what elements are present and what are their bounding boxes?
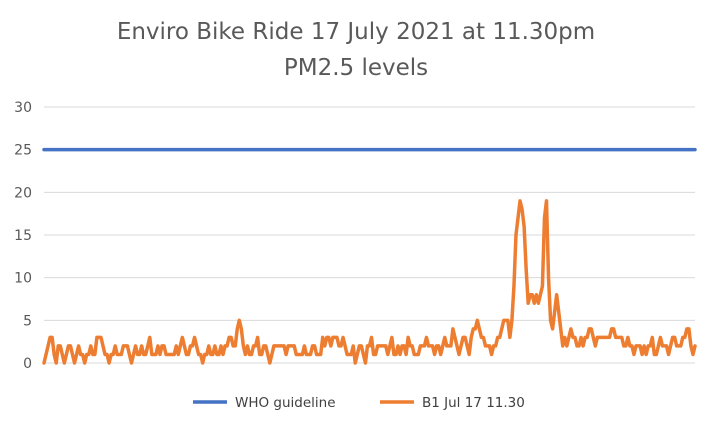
y-tick-label: 0 <box>23 356 32 372</box>
y-tick-label: 25 <box>14 143 32 159</box>
y-axis-tick-labels: 0 5 10 15 20 25 30 <box>14 100 32 372</box>
series-line-1 <box>42 199 697 365</box>
chart-title-line-2: PM2.5 levels <box>284 55 428 81</box>
gridlines <box>44 106 695 364</box>
y-tick-label: 30 <box>14 100 32 116</box>
y-tick-label: 15 <box>14 228 32 244</box>
series-lines <box>42 147 697 365</box>
y-tick-label: 20 <box>14 185 32 201</box>
chart-title-line-1: Enviro Bike Ride 17 July 2021 at 11.30pm <box>117 19 595 45</box>
y-tick-label: 5 <box>23 313 32 329</box>
legend: WHO guideline B1 Jul 17 11.30 <box>193 395 525 411</box>
y-tick-label: 10 <box>14 271 32 287</box>
legend-label-1: B1 Jul 17 11.30 <box>422 395 525 411</box>
legend-label-0: WHO guideline <box>235 395 336 411</box>
